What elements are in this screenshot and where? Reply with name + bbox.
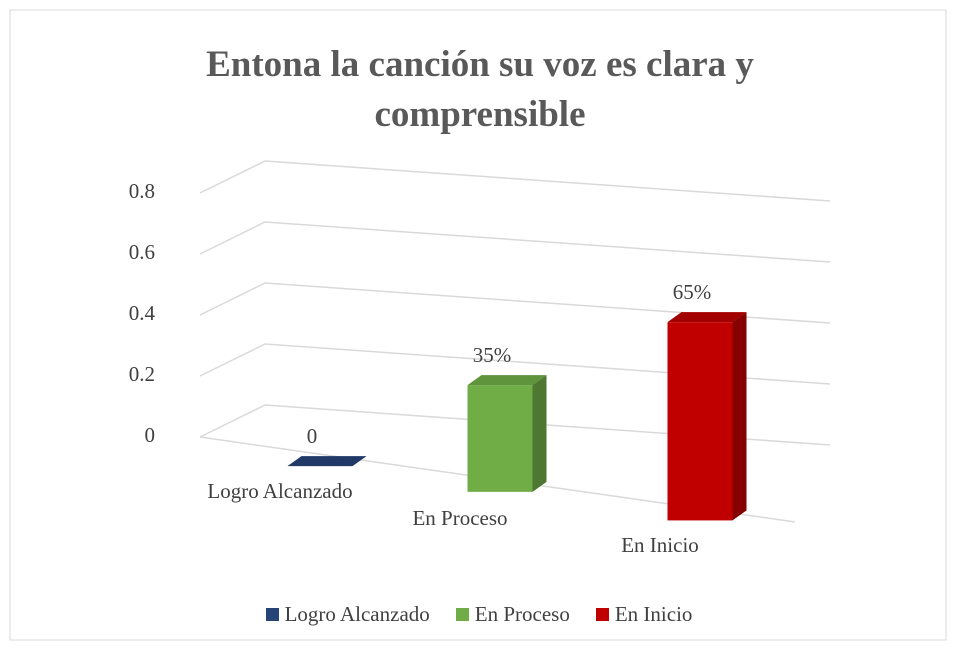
y-tick-label: 0.6 [129,240,155,264]
legend-label: Logro Alcanzado [284,602,430,626]
bar-side [532,375,547,492]
legend-item: Logro Alcanzado [265,602,430,627]
x-tick-label: En Inicio [621,533,699,557]
grid-line [199,343,831,385]
legend-swatch [265,608,279,621]
chart-title: Entona la canción su voz es clara y comp… [206,44,754,135]
x-tick-label: Logro Alcanzado [207,479,352,503]
grid-line [199,160,831,202]
y-tick-label: 0.8 [129,179,155,203]
bar-top [467,375,547,386]
bar-top-shade [287,456,367,467]
data-label: 0 [307,424,318,448]
bar-side-shade [732,312,747,521]
grid-line [199,221,831,263]
chart-border [9,9,947,641]
bar-top [667,312,747,323]
grid-line [199,404,831,446]
y-tick-label: 0.2 [129,362,155,386]
legend-swatch [455,608,469,621]
bar [667,322,733,521]
bar-side [732,312,747,521]
legend-item: En Proceso [455,602,570,627]
data-label: 35% [473,343,512,367]
bar-top-shade [467,375,547,386]
y-tick-label: 0.4 [129,301,156,325]
legend: Logro Alcanzado En Proceso En Inicio [0,602,958,627]
legend-label: En Inicio [614,602,693,626]
legend-item: En Inicio [595,602,693,627]
legend-swatch [595,608,609,621]
bar-side-shade [532,375,547,492]
y-tick-label: 0 [145,423,156,447]
x-tick-label: En Proceso [412,506,507,530]
legend-label: En Proceso [474,602,570,626]
bar-top [287,456,367,467]
grid-line [199,282,831,324]
data-label: 65% [673,280,712,304]
bar-top-shade [667,312,747,323]
bar [467,385,533,492]
